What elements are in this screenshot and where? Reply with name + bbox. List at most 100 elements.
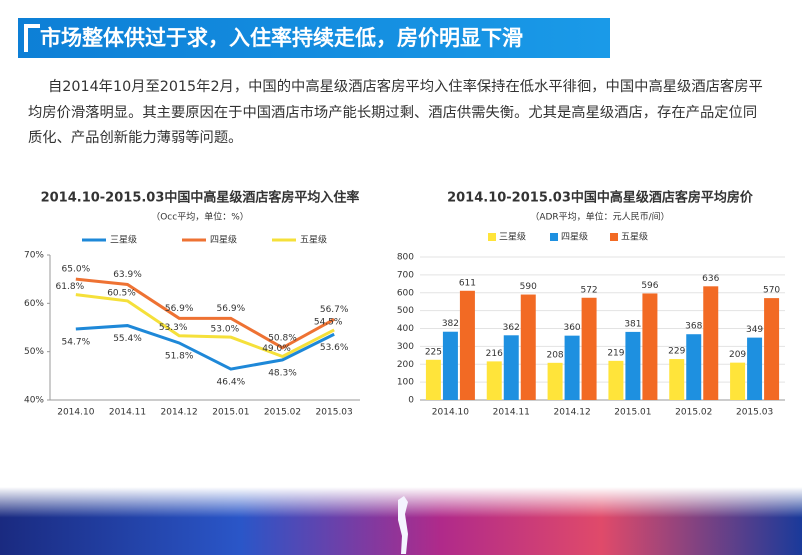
y-tick-label: 100 bbox=[397, 378, 414, 388]
data-label: 382 bbox=[442, 319, 459, 329]
x-tick-label: 2014.12 bbox=[553, 408, 590, 418]
data-label: 53.6% bbox=[320, 343, 349, 353]
data-label: 570 bbox=[763, 286, 780, 296]
data-label: 360 bbox=[563, 323, 580, 333]
y-tick-label: 700 bbox=[397, 270, 414, 280]
line-series bbox=[75, 277, 335, 350]
legend-label: 四星级 bbox=[561, 231, 588, 243]
x-tick-label: 2014.10 bbox=[432, 408, 469, 418]
bar bbox=[608, 360, 624, 400]
data-label: 56.7% bbox=[320, 305, 349, 315]
x-tick-label: 2014.11 bbox=[109, 408, 146, 418]
x-tick-label: 2015.03 bbox=[316, 408, 353, 418]
header-bar bbox=[18, 18, 610, 58]
data-label: 381 bbox=[624, 319, 641, 329]
y-tick-label: 400 bbox=[397, 324, 414, 334]
data-label: 48.3% bbox=[268, 368, 297, 378]
data-label: 572 bbox=[580, 285, 597, 295]
x-tick-label: 2015.01 bbox=[614, 408, 651, 418]
y-tick-label: 800 bbox=[397, 253, 414, 263]
header-bracket bbox=[24, 24, 40, 52]
bar bbox=[747, 337, 763, 400]
data-label: 53.3% bbox=[159, 323, 188, 333]
data-label: 216 bbox=[486, 349, 503, 359]
data-label: 55.4% bbox=[113, 334, 142, 344]
x-tick-label: 2014.12 bbox=[161, 408, 198, 418]
x-tick-label: 2014.11 bbox=[493, 408, 530, 418]
paragraph-line: 均房价滑落明显。其主要原因在于中国酒店市场产能长期过剩、酒店供需失衡。尤其是高星… bbox=[28, 104, 757, 121]
x-tick-label: 2015.01 bbox=[212, 408, 249, 418]
bar bbox=[625, 331, 641, 400]
data-label: 56.9% bbox=[217, 304, 246, 314]
data-label: 60.5% bbox=[107, 288, 136, 298]
legend-swatch bbox=[488, 233, 496, 241]
data-label: 56.9% bbox=[165, 304, 194, 314]
data-label: 636 bbox=[702, 274, 719, 284]
bar bbox=[581, 297, 597, 400]
bar bbox=[642, 293, 658, 400]
y-tick-label: 70% bbox=[24, 251, 44, 261]
bar bbox=[459, 290, 475, 400]
footer-figure bbox=[398, 496, 408, 554]
bar bbox=[730, 362, 746, 400]
data-label: 54.5% bbox=[314, 317, 343, 327]
bar bbox=[520, 294, 536, 400]
x-tick-label: 2014.10 bbox=[57, 408, 94, 418]
legend-label: 五星级 bbox=[621, 231, 648, 243]
y-tick-label: 600 bbox=[397, 288, 414, 298]
chart-subtitle: （ADR平均，单位：元人民币/间） bbox=[530, 211, 669, 223]
bar bbox=[669, 359, 685, 400]
data-label: 51.8% bbox=[165, 351, 194, 361]
y-tick-label: 500 bbox=[397, 306, 414, 316]
bar bbox=[442, 331, 458, 400]
bar bbox=[564, 335, 580, 400]
bar bbox=[703, 286, 719, 400]
data-label: 590 bbox=[520, 282, 537, 292]
bar bbox=[547, 362, 563, 400]
data-label: 61.8% bbox=[56, 282, 85, 292]
data-label: 54.7% bbox=[62, 337, 91, 347]
line-series bbox=[75, 324, 335, 371]
data-label: 368 bbox=[685, 322, 702, 332]
bar bbox=[764, 298, 780, 400]
y-tick-label: 40% bbox=[24, 396, 44, 406]
chart-title: 2014.10-2015.03中国中高星级酒店客房平均入住率 bbox=[41, 190, 360, 206]
data-label: 46.4% bbox=[217, 378, 246, 388]
data-label: 225 bbox=[425, 347, 442, 357]
x-tick-label: 2015.02 bbox=[675, 408, 712, 418]
bar bbox=[686, 334, 702, 400]
data-label: 49.0% bbox=[262, 344, 291, 354]
paragraph-line: 自2014年10月至2015年2月，中国的中高星级酒店客房平均入住率保持在低水平… bbox=[48, 78, 763, 95]
data-label: 349 bbox=[746, 325, 763, 335]
data-label: 50.8% bbox=[268, 333, 297, 343]
legend-label: 五星级 bbox=[300, 234, 327, 246]
header-title: 市场整体供过于求，入住率持续走低，房价明显下滑 bbox=[40, 26, 523, 50]
data-label: 65.0% bbox=[62, 265, 91, 275]
data-label: 208 bbox=[546, 350, 563, 360]
data-label: 63.9% bbox=[113, 270, 142, 280]
y-tick-label: 60% bbox=[24, 299, 44, 309]
y-tick-label: 0 bbox=[408, 396, 414, 406]
x-tick-label: 2015.03 bbox=[736, 408, 773, 418]
x-tick-label: 2015.02 bbox=[264, 408, 301, 418]
bar bbox=[425, 359, 441, 400]
data-label: 229 bbox=[668, 347, 685, 357]
chart-subtitle: （Occ平均，单位：%） bbox=[151, 211, 249, 223]
legend-swatch bbox=[610, 233, 618, 241]
data-label: 53.0% bbox=[211, 325, 240, 335]
y-tick-label: 300 bbox=[397, 342, 414, 352]
legend-swatch bbox=[550, 233, 558, 241]
data-label: 219 bbox=[607, 348, 624, 358]
data-label: 209 bbox=[729, 350, 746, 360]
data-label: 596 bbox=[641, 281, 658, 291]
y-tick-label: 50% bbox=[24, 347, 44, 357]
y-tick-label: 200 bbox=[397, 360, 414, 370]
bar bbox=[486, 361, 502, 400]
line-series bbox=[75, 293, 335, 359]
paragraph-line: 质化、产品创新能力薄弱等问题。 bbox=[28, 128, 242, 146]
bar bbox=[503, 335, 519, 400]
chart-title: 2014.10-2015.03中国中高星级酒店客房平均房价 bbox=[447, 190, 754, 206]
data-label: 362 bbox=[503, 323, 520, 333]
legend-label: 三星级 bbox=[499, 231, 526, 243]
